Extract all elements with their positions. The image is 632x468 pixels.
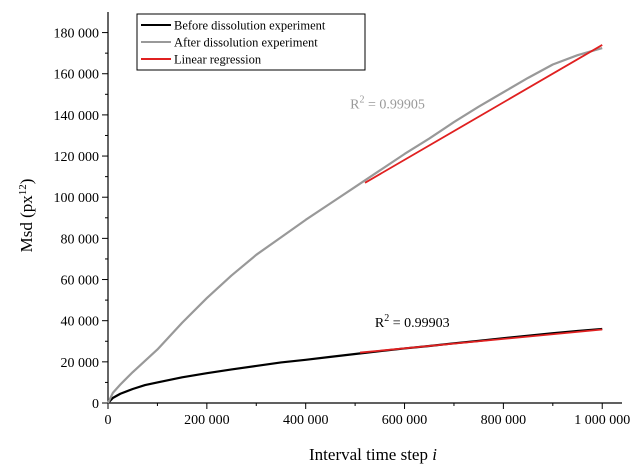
legend-label: Before dissolution experiment bbox=[174, 19, 326, 33]
y-tick-label: 60 000 bbox=[61, 274, 100, 289]
legend-box bbox=[136, 13, 366, 71]
axes-layer: 0 200 000 400 000 600 000 800 000 1 000 000 0 2… bbox=[17, 12, 630, 464]
y-tick-label: 100 000 bbox=[54, 191, 100, 206]
r2-annotation: R2 = 0.99903 bbox=[375, 313, 450, 331]
y-tick-label: 180 000 bbox=[54, 27, 100, 42]
y-tick-label: 0 bbox=[92, 397, 99, 412]
y-tick-label: 80 000 bbox=[61, 232, 100, 247]
y-tick-label: 20 000 bbox=[61, 356, 100, 371]
x-tick-label: 0 bbox=[105, 413, 112, 428]
r2-annotation: R2 = 0.99905 bbox=[350, 95, 425, 113]
y-tick-label: 160 000 bbox=[54, 68, 100, 83]
legend: Before dissolution experiment After disso… bbox=[136, 13, 366, 71]
x-tick-label: 600 000 bbox=[382, 413, 428, 428]
y-axis-label: Msd (px12) bbox=[17, 179, 36, 253]
y-tick-label: 140 000 bbox=[54, 109, 100, 124]
regression-line bbox=[364, 44, 603, 184]
x-axis-label: Interval time step i bbox=[309, 445, 437, 464]
y-tick-label: 40 000 bbox=[61, 315, 100, 330]
x-tick-label: 400 000 bbox=[283, 413, 329, 428]
x-tick-label: 800 000 bbox=[481, 413, 527, 428]
legend-label: Linear regression bbox=[174, 53, 262, 67]
series-after bbox=[107, 46, 603, 404]
regression-line bbox=[359, 328, 603, 354]
x-tick-label: 1 000 000 bbox=[574, 413, 630, 428]
series-layer bbox=[107, 44, 603, 404]
legend-label: After dissolution experiment bbox=[174, 36, 318, 50]
y-tick-label: 120 000 bbox=[54, 150, 100, 165]
x-tick-label: 200 000 bbox=[184, 413, 230, 428]
series-before bbox=[107, 327, 603, 404]
annotations: R2 = 0.99905 R2 = 0.99903 bbox=[350, 95, 449, 331]
